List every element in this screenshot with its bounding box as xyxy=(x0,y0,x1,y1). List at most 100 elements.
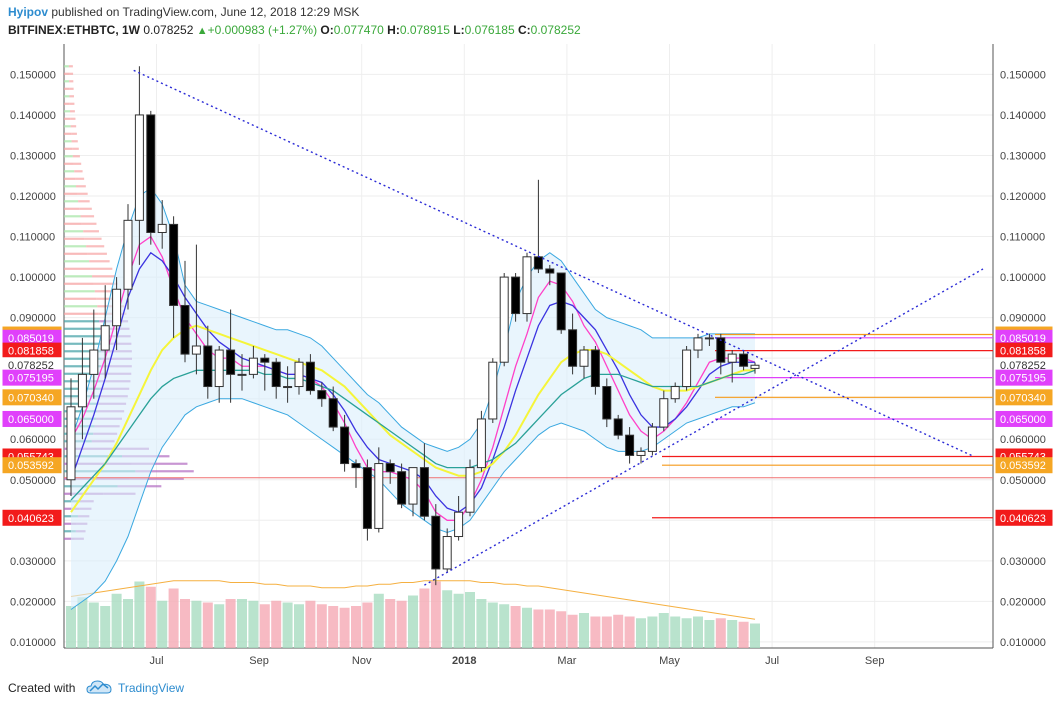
candle-body xyxy=(454,511,464,538)
candle[interactable] xyxy=(351,459,361,488)
candle[interactable] xyxy=(248,346,258,379)
candle[interactable] xyxy=(454,495,464,541)
candle-body xyxy=(66,406,76,481)
candle[interactable] xyxy=(283,366,293,403)
candle[interactable] xyxy=(77,337,87,440)
volume-bar xyxy=(316,604,327,648)
volume-bar xyxy=(362,602,373,648)
volume-profile-bar xyxy=(90,267,113,270)
candle[interactable] xyxy=(100,285,110,379)
candle[interactable] xyxy=(625,427,635,464)
candle[interactable] xyxy=(260,354,270,391)
candle[interactable] xyxy=(647,423,657,456)
candle[interactable] xyxy=(545,264,555,286)
volume-bar xyxy=(396,600,407,648)
volume-profile-bar xyxy=(69,102,75,105)
candle-body xyxy=(77,373,87,408)
candle[interactable] xyxy=(465,459,475,517)
volume-bar xyxy=(613,614,624,648)
candle[interactable] xyxy=(419,443,429,521)
candle-body xyxy=(134,114,144,221)
volume-profile-bar xyxy=(64,282,94,285)
candle[interactable] xyxy=(305,354,315,395)
volume-profile-bar xyxy=(64,222,82,225)
price-label-text: 0.070340 xyxy=(1000,392,1046,404)
volume-profile-bar xyxy=(74,170,83,173)
volume-bar xyxy=(601,616,612,648)
volume-bar xyxy=(66,606,76,648)
candle[interactable] xyxy=(89,309,99,399)
candle-body xyxy=(283,386,293,389)
candle[interactable] xyxy=(488,358,498,424)
candle[interactable] xyxy=(693,333,703,359)
candle[interactable] xyxy=(66,378,76,496)
candle[interactable] xyxy=(317,382,327,407)
candle[interactable] xyxy=(237,354,247,391)
candle[interactable] xyxy=(191,244,201,375)
volume-profile-bar xyxy=(72,147,79,150)
volume-profile-bar xyxy=(92,275,116,278)
candle[interactable] xyxy=(203,325,213,399)
candle[interactable] xyxy=(385,459,395,484)
candle[interactable] xyxy=(476,410,486,472)
candle[interactable] xyxy=(157,200,167,249)
candle-body xyxy=(739,353,749,367)
candle-body xyxy=(465,467,475,513)
candle[interactable] xyxy=(294,358,304,395)
candle[interactable] xyxy=(556,272,566,334)
candle[interactable] xyxy=(682,346,692,391)
candle[interactable] xyxy=(146,110,156,245)
candle[interactable] xyxy=(328,386,338,432)
candle[interactable] xyxy=(659,390,669,432)
candle[interactable] xyxy=(739,350,749,371)
candle[interactable] xyxy=(670,382,680,403)
candle[interactable] xyxy=(214,346,224,403)
trend-line[interactable] xyxy=(133,69,972,457)
candle-body xyxy=(157,223,167,233)
tradingview-link[interactable]: TradingView xyxy=(118,681,185,695)
price-label-bg xyxy=(995,509,1053,526)
candle[interactable] xyxy=(362,459,372,541)
candle-body xyxy=(727,353,737,363)
candle[interactable] xyxy=(374,447,384,533)
candle[interactable] xyxy=(226,309,236,403)
candle[interactable] xyxy=(340,414,350,472)
candle[interactable] xyxy=(123,204,133,310)
candle[interactable] xyxy=(727,350,737,383)
candle-body xyxy=(385,463,395,473)
price-label-text: 0.081858 xyxy=(1000,346,1046,358)
price-label-right: 0.070340 xyxy=(995,389,1053,406)
candle[interactable] xyxy=(134,66,144,265)
candle[interactable] xyxy=(602,378,612,428)
candle[interactable] xyxy=(499,273,509,367)
candle[interactable] xyxy=(112,277,122,351)
tradingview-cloud-icon[interactable] xyxy=(86,679,112,695)
candle[interactable] xyxy=(579,346,589,379)
candle[interactable] xyxy=(442,528,452,574)
candle[interactable] xyxy=(408,467,418,517)
candle-body xyxy=(442,536,452,570)
candle[interactable] xyxy=(590,346,600,395)
volume-bar xyxy=(704,620,715,648)
candle[interactable] xyxy=(511,273,521,322)
candle-body xyxy=(625,434,635,456)
author-link[interactable]: Hyipov xyxy=(8,5,49,19)
candle[interactable] xyxy=(522,252,532,322)
candle[interactable] xyxy=(636,447,646,464)
symbol-label[interactable]: BITFINEX:ETHBTC, 1W xyxy=(8,23,140,37)
price-chart[interactable]: 0.150000 0.150000 0.140000 0.140000 0.130000… xyxy=(0,0,1057,672)
candle[interactable] xyxy=(180,260,190,363)
trend-line[interactable] xyxy=(424,268,984,586)
volume-profile-bar xyxy=(64,252,88,255)
candle[interactable] xyxy=(271,358,281,399)
candle[interactable] xyxy=(169,216,179,338)
candle[interactable] xyxy=(431,504,441,586)
volume-bar xyxy=(328,606,339,648)
candle[interactable] xyxy=(568,313,578,375)
volume-bar xyxy=(202,602,213,648)
candle[interactable] xyxy=(750,362,760,374)
price-label-left: 0.053592 xyxy=(2,457,62,474)
candle[interactable] xyxy=(613,414,623,440)
candle[interactable] xyxy=(704,333,714,346)
candle[interactable] xyxy=(397,463,407,509)
